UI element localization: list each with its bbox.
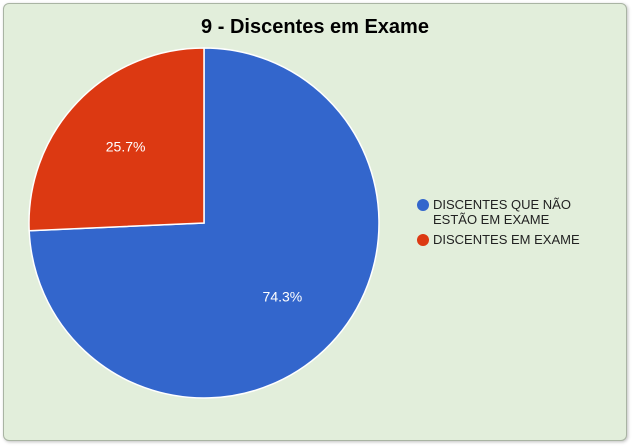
legend-item-not-in-exam[interactable]: DISCENTES QUE NÃO ESTÃO EM EXAME	[414, 197, 614, 227]
legend-swatch-in-exam	[417, 234, 429, 246]
chart-container: 9 - Discentes em Exame 74.3% 25.7% DISCEN…	[3, 3, 627, 441]
legend: DISCENTES QUE NÃO ESTÃO EM EXAME DISCENT…	[414, 197, 614, 252]
legend-swatch-not-in-exam	[417, 199, 429, 211]
legend-item-in-exam[interactable]: DISCENTES EM EXAME	[414, 232, 614, 247]
pie-chart: 74.3% 25.7%	[28, 47, 380, 399]
chart-title: 9 - Discentes em Exame	[201, 16, 429, 38]
slice-label-not-in-exam: 74.3%	[263, 289, 303, 305]
slice-label-in-exam: 25.7%	[106, 139, 146, 155]
legend-label-in-exam: DISCENTES EM EXAME	[433, 232, 580, 247]
legend-label-not-in-exam: DISCENTES QUE NÃO ESTÃO EM EXAME	[433, 197, 571, 227]
pie-slice-in-exam[interactable]	[28, 47, 205, 232]
